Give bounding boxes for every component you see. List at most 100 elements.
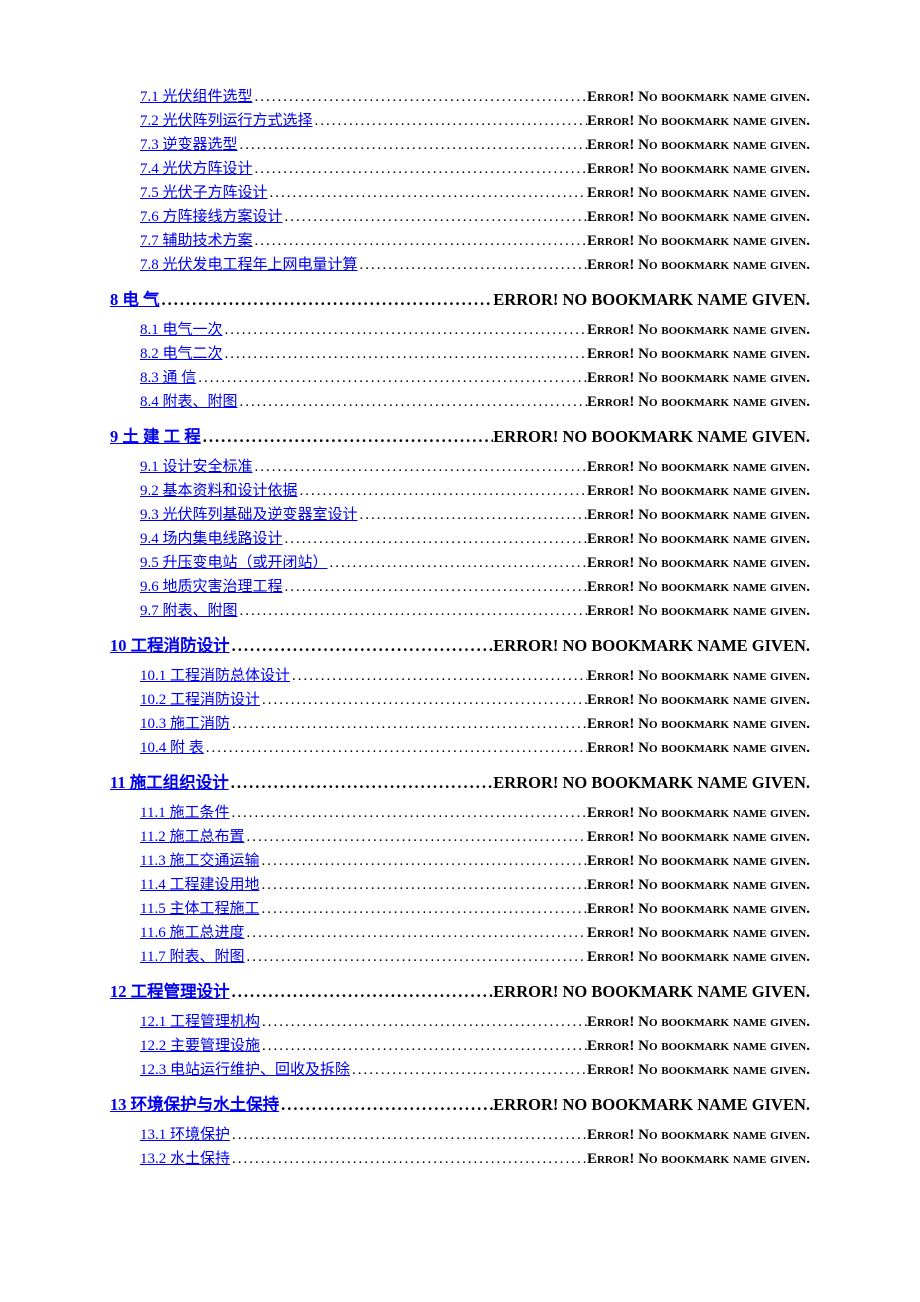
toc-page-ref: ERROR! NO BOOKMARK NAME GIVEN.	[493, 290, 810, 310]
toc-link[interactable]: 8 电 气	[110, 286, 160, 310]
toc-link[interactable]: 9.7 附表、附图	[140, 599, 238, 620]
toc-page-ref: Error! No bookmark name given.	[587, 603, 810, 620]
toc-link[interactable]: 7.8 光伏发电工程年上网电量计算	[140, 253, 358, 274]
toc-link[interactable]: 11.5 主体工程施工	[140, 897, 259, 918]
toc-page-ref: Error! No bookmark name given.	[587, 716, 810, 733]
toc-entry: 9.2 基本资料和设计依据Error! No bookmark name giv…	[110, 479, 810, 500]
toc-link[interactable]: 7.4 光伏方阵设计	[140, 157, 253, 178]
toc-link[interactable]: 9 土 建 工 程	[110, 423, 201, 447]
toc-link[interactable]: 7.2 光伏阵列运行方式选择	[140, 109, 313, 130]
toc-page-ref: Error! No bookmark name given.	[587, 925, 810, 942]
toc-link[interactable]: 7.5 光伏子方阵设计	[140, 181, 268, 202]
toc-link[interactable]: 7.3 逆变器选型	[140, 133, 238, 154]
toc-leader	[238, 603, 587, 620]
toc-entry: 11.1 施工条件 Error! No bookmark name given.	[110, 801, 810, 822]
toc-leader	[290, 668, 587, 685]
toc-entry: 10.1 工程消防总体设计Error! No bookmark name giv…	[110, 664, 810, 685]
toc-link[interactable]: 12.3 电站运行维护、回收及拆除	[140, 1058, 350, 1079]
toc-leader	[201, 427, 494, 447]
toc-leader	[283, 531, 587, 548]
toc-leader	[229, 773, 494, 793]
toc-page-ref: Error! No bookmark name given.	[587, 113, 810, 130]
toc-page-ref: Error! No bookmark name given.	[587, 370, 810, 387]
toc-link[interactable]: 10.4 附 表	[140, 736, 204, 757]
toc-link[interactable]: 8.3 通 信	[140, 366, 196, 387]
toc-page-ref: Error! No bookmark name given.	[587, 185, 810, 202]
toc-page-ref: Error! No bookmark name given.	[587, 346, 810, 363]
toc-link[interactable]: 9.3 光伏阵列基础及逆变器室设计	[140, 503, 358, 524]
toc-leader	[230, 716, 587, 733]
toc-entry: 8.4 附表、附图Error! No bookmark name given.	[110, 390, 810, 411]
toc-link[interactable]: 10.2 工程消防设计	[140, 688, 260, 709]
toc-link[interactable]: 11.7 附表、附图	[140, 945, 244, 966]
toc-page-ref: Error! No bookmark name given.	[587, 901, 810, 918]
toc-link[interactable]: 10 工程消防设计	[110, 632, 230, 656]
toc-leader	[230, 636, 494, 656]
toc-leader	[238, 137, 587, 154]
toc-entry: 11.5 主体工程施工 Error! No bookmark name given…	[110, 897, 810, 918]
toc-link[interactable]: 11.4 工程建设用地	[140, 873, 259, 894]
toc-entry: 7.5 光伏子方阵设计 Error! No bookmark name given…	[110, 181, 810, 202]
toc-entry: 13.2 水土保持 Error! No bookmark name given.	[110, 1147, 810, 1168]
toc-entry: 13.1 环境保护Error! No bookmark name given.	[110, 1123, 810, 1144]
toc-link[interactable]: 7.1 光伏组件选型	[140, 85, 253, 106]
toc-leader	[268, 185, 587, 202]
toc-link[interactable]: 8.4 附表、附图	[140, 390, 238, 411]
toc-entry: 9.6 地质灾害治理工程Error! No bookmark name give…	[110, 575, 810, 596]
toc-leader	[260, 1038, 587, 1055]
toc-page-ref: Error! No bookmark name given.	[587, 853, 810, 870]
toc-link[interactable]: 10.1 工程消防总体设计	[140, 664, 290, 685]
toc-page-ref: ERROR! NO BOOKMARK NAME GIVEN.	[493, 427, 810, 447]
toc-link[interactable]: 9.6 地质灾害治理工程	[140, 575, 283, 596]
toc-page-ref: Error! No bookmark name given.	[587, 257, 810, 274]
toc-link[interactable]: 7.7 辅助技术方案	[140, 229, 253, 250]
toc-link[interactable]: 11.6 施工总进度	[140, 921, 244, 942]
toc-entry: 8.3 通 信 Error! No bookmark name given.	[110, 366, 810, 387]
toc-leader	[253, 161, 587, 178]
toc-entry: 12.3 电站运行维护、回收及拆除Error! No bookmark name…	[110, 1058, 810, 1079]
toc-link[interactable]: 7.6 方阵接线方案设计	[140, 205, 283, 226]
toc-entry: 11.4 工程建设用地 Error! No bookmark name given…	[110, 873, 810, 894]
toc-leader	[238, 394, 587, 411]
toc-link[interactable]: 11.1 施工条件	[140, 801, 229, 822]
toc-entry: 9.3 光伏阵列基础及逆变器室设计Error! No bookmark name…	[110, 503, 810, 524]
toc-leader	[259, 853, 587, 870]
toc-page-ref: Error! No bookmark name given.	[587, 877, 810, 894]
toc-link[interactable]: 12.2 主要管理设施	[140, 1034, 260, 1055]
toc-entry: 11.3 施工交通运输 Error! No bookmark name given…	[110, 849, 810, 870]
toc-link[interactable]: 9.5 升压变电站（或开闭站）	[140, 551, 328, 572]
toc-link[interactable]: 8.2 电气二次	[140, 342, 223, 363]
toc-link[interactable]: 11 施工组织设计	[110, 769, 229, 793]
toc-link[interactable]: 9.1 设计安全标准	[140, 455, 253, 476]
toc-page-ref: Error! No bookmark name given.	[587, 805, 810, 822]
toc-leader	[230, 1127, 587, 1144]
toc-link[interactable]: 11.3 施工交通运输	[140, 849, 259, 870]
toc-link[interactable]: 12 工程管理设计	[110, 978, 230, 1002]
toc-page-ref: ERROR! NO BOOKMARK NAME GIVEN.	[493, 636, 810, 656]
toc-leader	[260, 1014, 587, 1031]
toc-entry: 11.2 施工总布置Error! No bookmark name given.	[110, 825, 810, 846]
toc-page-ref: ERROR! NO BOOKMARK NAME GIVEN.	[493, 773, 810, 793]
toc-link[interactable]: 12.1 工程管理机构	[140, 1010, 260, 1031]
toc-leader	[253, 233, 587, 250]
toc-link[interactable]: 9.2 基本资料和设计依据	[140, 479, 298, 500]
toc-link[interactable]: 8.1 电气一次	[140, 318, 223, 339]
toc-page-ref: ERROR! NO BOOKMARK NAME GIVEN.	[493, 1095, 810, 1115]
toc-page-ref: ERROR! NO BOOKMARK NAME GIVEN.	[493, 982, 810, 1002]
toc-link[interactable]: 13.2 水土保持	[140, 1147, 230, 1168]
toc-leader	[298, 483, 587, 500]
toc-link[interactable]: 10.3 施工消防	[140, 712, 230, 733]
toc-leader	[244, 925, 587, 942]
toc-entry: 7.4 光伏方阵设计Error! No bookmark name given.	[110, 157, 810, 178]
toc-link[interactable]: 13 环境保护与水土保持	[110, 1091, 279, 1115]
toc-page-ref: Error! No bookmark name given.	[587, 1151, 810, 1168]
toc-link[interactable]: 9.4 场内集电线路设计	[140, 527, 283, 548]
toc-link[interactable]: 11.2 施工总布置	[140, 825, 244, 846]
toc-leader	[160, 290, 494, 310]
toc-page-ref: Error! No bookmark name given.	[587, 555, 810, 572]
toc-link[interactable]: 13.1 环境保护	[140, 1123, 230, 1144]
toc-entry: 11.6 施工总进度 Error! No bookmark name given.	[110, 921, 810, 942]
toc-entry: 9 土 建 工 程 ERROR! NO BOOKMARK NAME GIVEN.	[110, 423, 810, 447]
toc-entry: 8.1 电气一次Error! No bookmark name given.	[110, 318, 810, 339]
toc-page-ref: Error! No bookmark name given.	[587, 233, 810, 250]
